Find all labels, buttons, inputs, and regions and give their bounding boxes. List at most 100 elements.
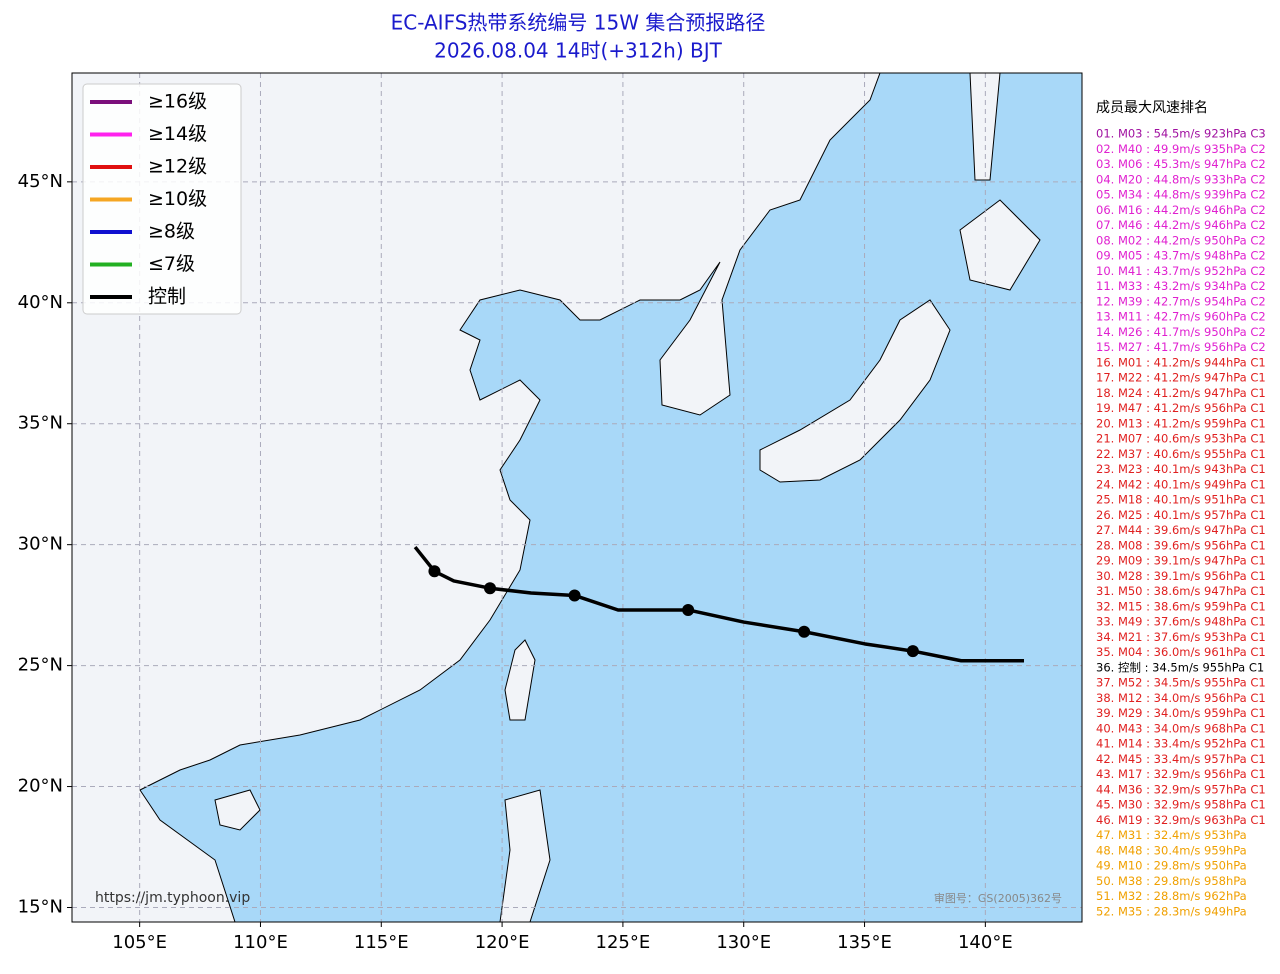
legend-label: ≥14级 — [148, 123, 207, 145]
ranking-entry: 26. M25 : 40.1m/s 957hPa C1 — [1096, 508, 1266, 522]
sea — [139, 73, 1082, 922]
ranking-entry: 05. M34 : 44.8m/s 939hPa C2 — [1096, 188, 1266, 202]
track-point — [484, 582, 497, 595]
ranking-entry: 51. M32 : 28.8m/s 962hPa — [1096, 889, 1247, 903]
ranking-entry: 28. M08 : 39.6m/s 956hPa C1 — [1096, 538, 1266, 552]
ranking-entry: 49. M10 : 29.8m/s 950hPa — [1096, 859, 1247, 873]
x-tick-label: 115°E — [354, 932, 409, 953]
ranking-entry: 18. M24 : 41.2m/s 947hPa C1 — [1096, 386, 1266, 400]
ranking-entry: 25. M18 : 40.1m/s 951hPa C1 — [1096, 493, 1266, 507]
ranking-title: 成员最大风速排名 — [1096, 100, 1208, 116]
map-frame — [71, 72, 1083, 923]
title: EC-AIFS热带系统编号 15W 集合预报路径 — [391, 11, 766, 35]
ranking-entry: 27. M44 : 39.6m/s 947hPa C1 — [1096, 523, 1266, 537]
ranking-entry: 24. M42 : 40.1m/s 949hPa C1 — [1096, 477, 1266, 491]
y-tick-label: 15°N — [18, 896, 63, 917]
ranking-entry: 20. M13 : 41.2m/s 959hPa C1 — [1096, 416, 1266, 430]
ranking-entry: 30. M28 : 39.1m/s 956hPa C1 — [1096, 569, 1266, 583]
ranking-entry: 02. M40 : 49.9m/s 935hPa C2 — [1096, 142, 1266, 156]
track-point — [682, 603, 695, 616]
ranking-entry: 13. M11 : 42.7m/s 960hPa C2 — [1096, 310, 1266, 324]
ranking-entry: 44. M36 : 32.9m/s 957hPa C1 — [1096, 782, 1266, 796]
y-tick-label: 40°N — [18, 292, 63, 313]
track — [413, 545, 1025, 663]
ranking-entry: 50. M38 : 29.8m/s 958hPa — [1096, 874, 1247, 888]
y-tick-label: 35°N — [18, 413, 63, 434]
ranking-entry: 04. M20 : 44.8m/s 933hPa C2 — [1096, 172, 1266, 186]
map-area — [72, 73, 1082, 922]
approval-number: 审图号：GS(2005)362号 — [934, 891, 1062, 905]
ranking-entry: 29. M09 : 39.1m/s 947hPa C1 — [1096, 554, 1266, 568]
ranking-entry: 17. M22 : 41.2m/s 947hPa C1 — [1096, 371, 1266, 385]
x-tick-label: 135°E — [837, 932, 892, 953]
x-tick-label: 140°E — [958, 932, 1013, 953]
legend-label: ≥16级 — [148, 91, 207, 113]
ranking-entry: 46. M19 : 32.9m/s 963hPa C1 — [1096, 813, 1266, 827]
ranking-entry: 33. M49 : 37.6m/s 948hPa C1 — [1096, 615, 1266, 629]
japan-honshu — [759, 299, 951, 483]
ranking-entry: 32. M15 : 38.6m/s 959hPa C1 — [1096, 599, 1266, 613]
ranking-entry: 21. M07 : 40.6m/s 953hPa C1 — [1096, 432, 1266, 446]
ranking-entry: 41. M14 : 33.4m/s 952hPa C1 — [1096, 737, 1266, 751]
x-tick-label: 130°E — [716, 932, 771, 953]
subtitle: 2026.08.04 14时(+312h) BJT — [434, 39, 723, 63]
ranking-entry: 38. M12 : 34.0m/s 956hPa C1 — [1096, 691, 1266, 705]
ranking-entry: 43. M17 : 32.9m/s 956hPa C1 — [1096, 767, 1266, 781]
ticks: 105°E 110°E 115°E 120°E 125°E 130°E 135°E 140°E… — [18, 171, 1013, 953]
hainan — [214, 789, 261, 831]
ranking-entry: 37. M52 : 34.5m/s 955hPa C1 — [1096, 676, 1266, 690]
legend-label: ≥12级 — [148, 156, 207, 178]
x-tick-label: 125°E — [596, 932, 651, 953]
legend-label: 控制 — [148, 286, 186, 308]
luzon — [499, 789, 551, 922]
ranking-entry: 48. M48 : 30.4m/s 959hPa — [1096, 843, 1247, 857]
x-tick-label: 110°E — [233, 932, 288, 953]
ranking-entry: 09. M05 : 43.7m/s 948hPa C2 — [1096, 249, 1266, 263]
ranking-entry: 12. M39 : 42.7m/s 954hPa C2 — [1096, 294, 1266, 308]
y-tick-label: 30°N — [18, 534, 63, 555]
x-tick-label: 105°E — [112, 932, 167, 953]
ranking-entry: 01. M03 : 54.5m/s 923hPa C3 — [1096, 127, 1266, 141]
ranking-entry: 08. M02 : 44.2m/s 950hPa C2 — [1096, 233, 1266, 247]
sakhalin — [969, 73, 1001, 181]
ranking-entry: 15. M27 : 41.7m/s 956hPa C2 — [1096, 340, 1266, 354]
ranking-entry: 35. M04 : 36.0m/s 961hPa C1 — [1096, 645, 1266, 659]
ranking-entry: 31. M50 : 38.6m/s 947hPa C1 — [1096, 584, 1266, 598]
ranking-entry: 39. M29 : 34.0m/s 959hPa C1 — [1096, 706, 1266, 720]
ranking-entry: 36. 控制 : 34.5m/s 955hPa C1 — [1096, 660, 1264, 674]
legend-box — [82, 83, 242, 315]
track-point — [428, 565, 441, 578]
y-tick-label: 25°N — [18, 655, 63, 676]
x-tick-label: 120°E — [475, 932, 530, 953]
ranking-entry: 34. M21 : 37.6m/s 953hPa C1 — [1096, 630, 1266, 644]
ranking-entry: 45. M30 : 32.9m/s 958hPa C1 — [1096, 798, 1266, 812]
ranking-entry: 11. M33 : 43.2m/s 934hPa C2 — [1096, 279, 1266, 293]
ranking-entry: 06. M16 : 44.2m/s 946hPa C2 — [1096, 203, 1266, 217]
legend-label: ≥8级 — [148, 221, 195, 243]
legend-label: ≥10级 — [148, 188, 207, 210]
ranking-entry: 40. M43 : 34.0m/s 968hPa C1 — [1096, 721, 1266, 735]
ranking-entry: 23. M23 : 40.1m/s 943hPa C1 — [1096, 462, 1266, 476]
tracks — [413, 545, 1025, 663]
source-url: https://jm.typhoon.vip — [95, 890, 250, 906]
ranking-entry: 03. M06 : 45.3m/s 947hPa C2 — [1096, 157, 1266, 171]
ranking-entry: 47. M31 : 32.4m/s 953hPa — [1096, 828, 1247, 842]
legend-label: ≤7级 — [148, 253, 195, 275]
ranking-entry: 07. M46 : 44.2m/s 946hPa C2 — [1096, 218, 1266, 232]
ranking-entry: 52. M35 : 28.3m/s 949hPa — [1096, 904, 1247, 918]
taiwan — [504, 639, 536, 721]
track-point — [568, 589, 581, 602]
ranking-entry: 16. M01 : 41.2m/s 944hPa C1 — [1096, 355, 1266, 369]
japan-hokkaido — [959, 199, 1041, 291]
ranking-entry: 22. M37 : 40.6m/s 955hPa C1 — [1096, 447, 1266, 461]
track-point — [906, 645, 919, 658]
grid — [72, 73, 1082, 922]
track-point — [798, 625, 811, 638]
ranking-entry: 42. M45 : 33.4m/s 957hPa C1 — [1096, 752, 1266, 766]
y-tick-label: 45°N — [18, 171, 63, 192]
ranking-entry: 19. M47 : 41.2m/s 956hPa C1 — [1096, 401, 1266, 415]
ranking-entry: 10. M41 : 43.7m/s 952hPa C2 — [1096, 264, 1266, 278]
